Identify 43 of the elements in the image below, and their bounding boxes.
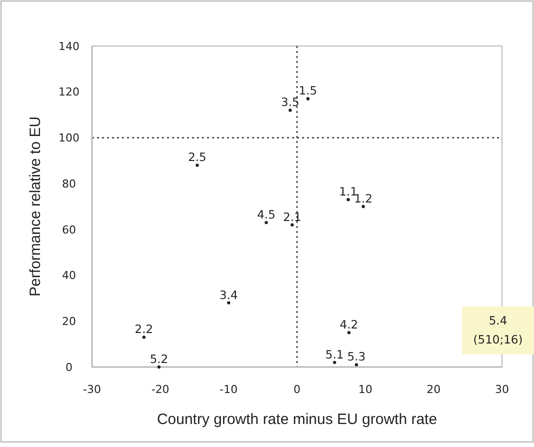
y-tick-label: 100 bbox=[58, 132, 80, 145]
point bbox=[346, 198, 350, 202]
x-tick-label: -30 bbox=[83, 383, 101, 396]
x-tick-label: 0 bbox=[294, 383, 300, 396]
x-tick-label: 30 bbox=[495, 383, 509, 396]
series-label: 3.4 bbox=[220, 288, 238, 302]
x-tick-label: 10 bbox=[358, 383, 372, 396]
y-tick-label: 20 bbox=[62, 314, 76, 328]
x-tick-label: -20 bbox=[151, 383, 170, 396]
x-tick-label: -10 bbox=[220, 383, 238, 396]
point bbox=[354, 363, 358, 366]
series-label: 1.5 bbox=[298, 84, 318, 98]
series-label: 4.2 bbox=[340, 318, 358, 332]
y-axis-title: Performance relative to EU bbox=[27, 116, 44, 297]
point bbox=[227, 301, 230, 304]
series-label: 2.2 bbox=[134, 322, 154, 336]
point bbox=[196, 164, 199, 167]
point bbox=[306, 97, 310, 100]
series-label: 3.5 bbox=[281, 95, 300, 110]
annotation: 5.4 bbox=[488, 313, 508, 328]
series-label: 5.3 bbox=[347, 350, 366, 364]
series-label: 5.1 bbox=[325, 347, 344, 362]
x-axis-title: Country growth rate minus EU growth rate bbox=[156, 411, 438, 428]
y-tick-label: 120 bbox=[58, 86, 80, 99]
series-label: 5.2 bbox=[150, 352, 168, 366]
y-tick-label: 0 bbox=[66, 360, 72, 374]
point bbox=[290, 223, 294, 226]
point bbox=[347, 331, 351, 334]
series-label: 2.5 bbox=[188, 150, 206, 164]
x-tick-label: 20 bbox=[426, 383, 441, 396]
y-tick-label: 40 bbox=[62, 269, 76, 282]
annotation: (510;16) bbox=[473, 332, 523, 346]
y-tick-label: 60 bbox=[62, 223, 76, 236]
point bbox=[264, 220, 268, 224]
point bbox=[288, 108, 292, 112]
series-label: 2.1 bbox=[283, 210, 302, 224]
point bbox=[142, 336, 146, 339]
y-tick-label: 80 bbox=[62, 177, 76, 190]
point bbox=[332, 360, 336, 364]
y-tick-label: 140 bbox=[58, 40, 80, 53]
point bbox=[362, 204, 365, 208]
point bbox=[157, 365, 161, 369]
series-label: 4.5 bbox=[257, 208, 276, 222]
